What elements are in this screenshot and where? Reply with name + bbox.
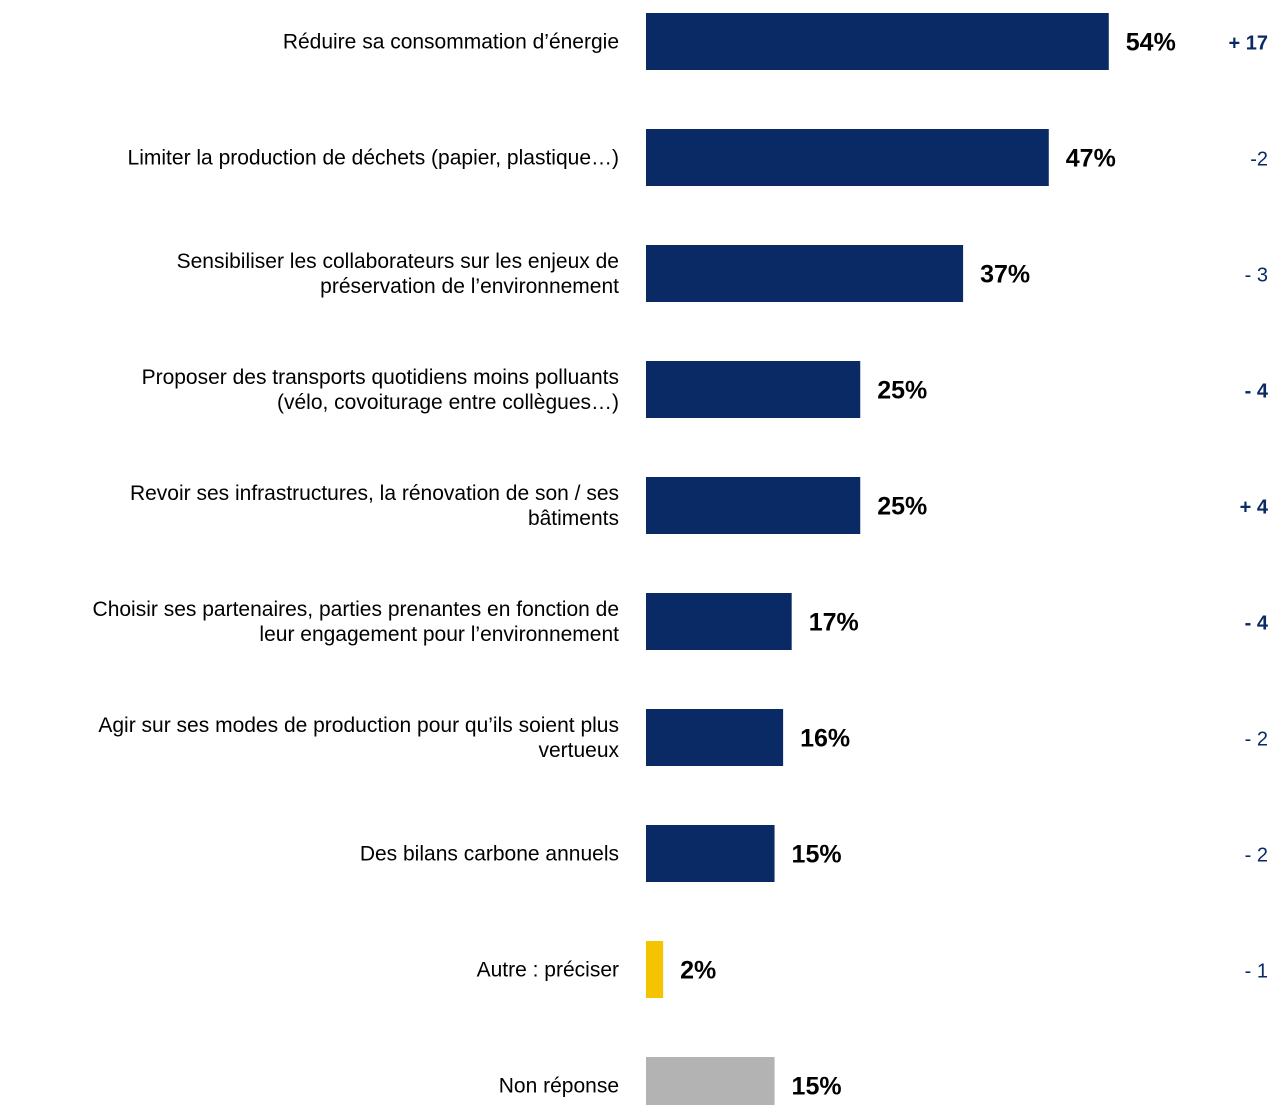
category-label-line: (vélo, covoiturage entre collègues…)	[277, 391, 619, 414]
category-label-line: vertueux	[538, 739, 619, 762]
category-label-line: Revoir ses infrastructures, la rénovatio…	[130, 482, 619, 505]
value-label: 25%	[877, 377, 927, 405]
value-label: 47%	[1066, 145, 1116, 173]
category-label-line: Sensibiliser les collaborateurs sur les …	[177, 250, 619, 273]
category-label: Non réponse	[499, 1075, 619, 1098]
bar	[646, 13, 1109, 70]
value-label: 15%	[792, 1073, 842, 1101]
value-label: 2%	[680, 957, 716, 985]
delta-label: - 4	[1245, 381, 1269, 403]
category-label-line: Choisir ses partenaires, parties prenant…	[93, 598, 619, 621]
category-label-line: Réduire sa consommation d’énergie	[283, 31, 619, 54]
category-label: Des bilans carbone annuels	[360, 843, 619, 866]
bar-row: Agir sur ses modes de production pour qu…	[98, 709, 1268, 766]
bar-row: Proposer des transports quotidiens moins…	[142, 361, 1269, 418]
category-label-line: Limiter la production de déchets (papier…	[128, 147, 619, 170]
category-label: Revoir ses infrastructures, la rénovatio…	[130, 482, 619, 530]
category-label: Choisir ses partenaires, parties prenant…	[93, 598, 620, 646]
bar	[646, 941, 664, 998]
bar-row: Autre : préciser 2% - 1	[477, 941, 1268, 998]
category-label-line: préservation de l’environnement	[320, 275, 619, 298]
bar	[646, 593, 792, 650]
bar	[646, 361, 861, 418]
value-label: 17%	[809, 609, 859, 637]
value-label: 54%	[1126, 29, 1176, 57]
bar	[646, 245, 964, 302]
bar	[646, 825, 775, 882]
category-label-line: Non réponse	[499, 1075, 619, 1098]
category-label: Agir sur ses modes de production pour qu…	[98, 714, 619, 762]
bar	[646, 129, 1049, 186]
category-label-line: leur engagement pour l’environnement	[259, 623, 619, 646]
delta-label: -2	[1250, 149, 1268, 171]
category-label: Proposer des transports quotidiens moins…	[142, 366, 619, 414]
category-label-line: Autre : préciser	[477, 959, 619, 982]
category-label: Réduire sa consommation d’énergie	[283, 31, 619, 54]
category-label: Autre : préciser	[477, 959, 619, 982]
delta-label: - 3	[1245, 265, 1268, 287]
bar-row: Non réponse 15%	[499, 1057, 842, 1105]
category-label: Limiter la production de déchets (papier…	[128, 147, 619, 170]
category-label-line: bâtiments	[528, 507, 619, 530]
delta-label: + 4	[1240, 497, 1269, 519]
delta-label: - 2	[1245, 729, 1268, 751]
bar-row: Des bilans carbone annuels 15% - 2	[360, 825, 1268, 882]
category-label-line: Agir sur ses modes de production pour qu…	[98, 714, 619, 737]
bar	[646, 477, 861, 534]
category-label: Sensibiliser les collaborateurs sur les …	[177, 250, 620, 298]
bar-row: Revoir ses infrastructures, la rénovatio…	[130, 477, 1269, 534]
value-label: 37%	[980, 261, 1030, 289]
value-label: 16%	[800, 725, 850, 753]
bar-row: Sensibiliser les collaborateurs sur les …	[177, 245, 1268, 302]
chart-rows: Réduire sa consommation d’énergie 54% + 17…	[93, 13, 1269, 1105]
delta-label: - 1	[1245, 961, 1268, 983]
bar-row: Limiter la production de déchets (papier…	[128, 129, 1268, 186]
delta-label: - 4	[1245, 613, 1269, 635]
category-label-line: Des bilans carbone annuels	[360, 843, 619, 866]
bar-row: Choisir ses partenaires, parties prenant…	[93, 593, 1269, 650]
delta-label: + 17	[1229, 33, 1268, 55]
bar	[646, 1057, 775, 1105]
bar-row: Réduire sa consommation d’énergie 54% + 17	[283, 13, 1268, 70]
category-label-line: Proposer des transports quotidiens moins…	[142, 366, 619, 389]
delta-label: - 2	[1245, 845, 1268, 867]
value-label: 25%	[877, 493, 927, 521]
bar	[646, 709, 784, 766]
value-label: 15%	[792, 841, 842, 869]
